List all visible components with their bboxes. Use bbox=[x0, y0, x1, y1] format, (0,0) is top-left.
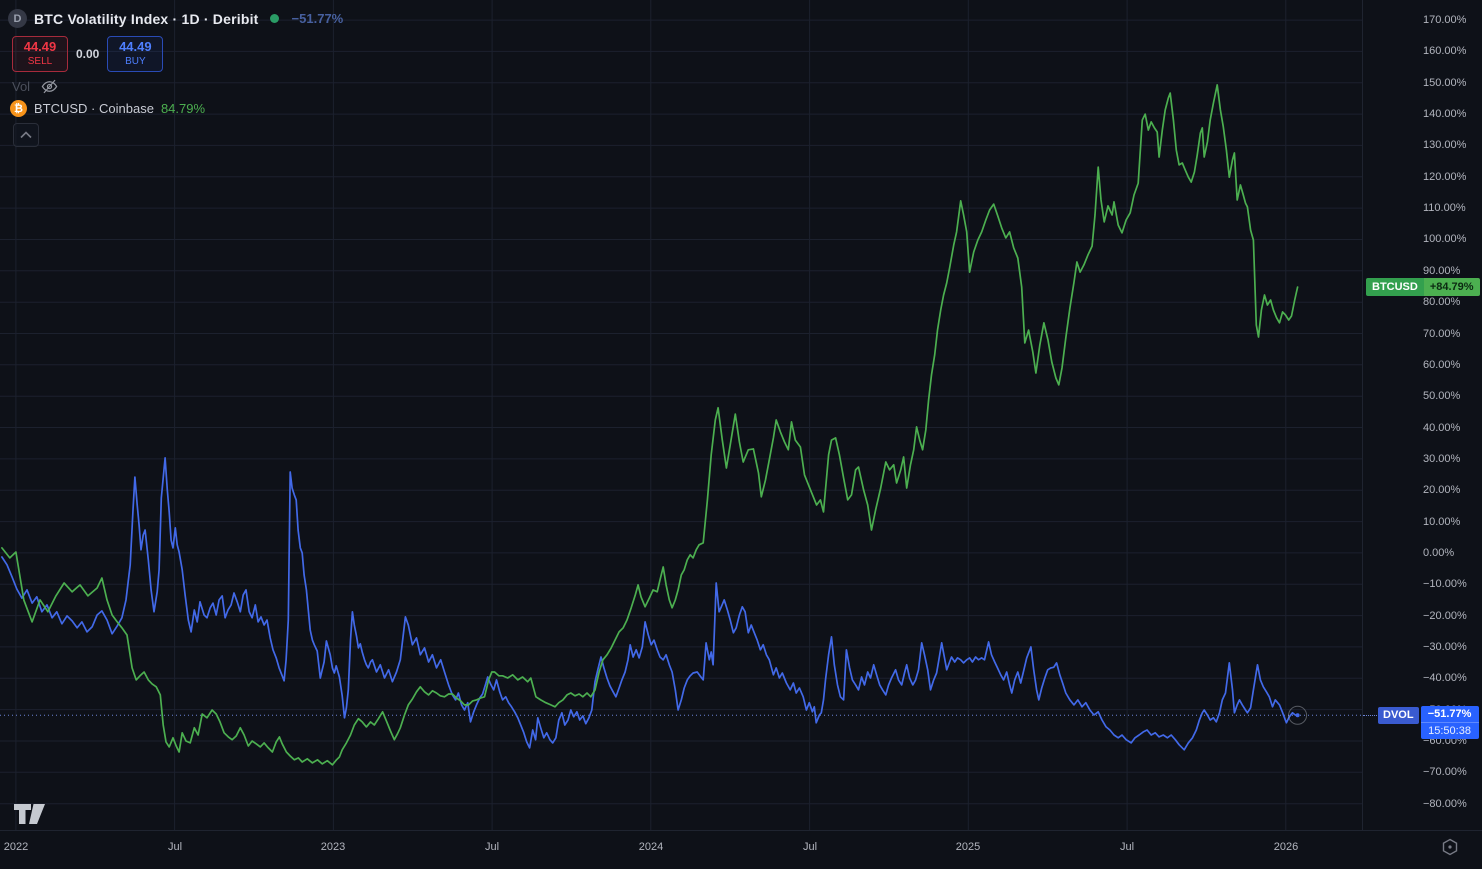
x-axis-label: Jul bbox=[484, 841, 500, 853]
x-axis-label: 2025 bbox=[955, 841, 981, 853]
y-axis-label: 100.00% bbox=[1423, 233, 1467, 246]
sell-price: 44.49 bbox=[23, 39, 57, 54]
sell-button[interactable]: 44.49 SELL bbox=[12, 36, 68, 72]
y-axis-label: −30.00% bbox=[1423, 640, 1467, 653]
y-axis-label: 30.00% bbox=[1423, 452, 1461, 465]
y-axis-label: 140.00% bbox=[1423, 108, 1467, 121]
y-axis-label: 50.00% bbox=[1423, 390, 1461, 403]
eye-hidden-icon[interactable] bbox=[40, 77, 59, 96]
price-chart[interactable] bbox=[0, 0, 1362, 830]
last-point-dot bbox=[1295, 713, 1300, 718]
buy-price: 44.49 bbox=[119, 39, 152, 54]
compare-symbol-name[interactable]: BTCUSD · Coinbase bbox=[34, 101, 154, 116]
last-point-marker bbox=[1288, 705, 1308, 725]
series-btcusd[interactable] bbox=[1, 84, 1299, 766]
y-axis-label: −20.00% bbox=[1423, 609, 1467, 622]
vol-label: Vol bbox=[12, 79, 31, 94]
y-axis-label: −70.00% bbox=[1423, 766, 1467, 779]
chart-pane[interactable]: D BTC Volatility Index · 1D · Deribit −5… bbox=[0, 0, 1362, 830]
dvol-tag-symbol: DVOL bbox=[1378, 706, 1419, 724]
compare-symbol-row[interactable]: ₿ BTCUSD · Coinbase 84.79% bbox=[10, 100, 205, 117]
symbol-title[interactable]: BTC Volatility Index · 1D · Deribit bbox=[34, 10, 259, 27]
y-axis-label: 90.00% bbox=[1423, 264, 1461, 277]
x-axis-label: 2026 bbox=[1273, 841, 1299, 853]
x-axis-label: 2024 bbox=[638, 841, 664, 853]
y-axis-label: −80.00% bbox=[1423, 797, 1467, 810]
y-axis-label: 0.00% bbox=[1423, 546, 1455, 559]
bitcoin-icon: ₿ bbox=[10, 100, 27, 117]
time-axis[interactable]: 2022 Jul 2023 Jul 2024 Jul 2025 Jul 2026 bbox=[0, 830, 1482, 869]
volume-indicator-row: Vol bbox=[12, 77, 59, 96]
settings-icon[interactable] bbox=[1440, 837, 1460, 857]
btcusd-tag-symbol: BTCUSD bbox=[1366, 278, 1424, 297]
buy-button[interactable]: 44.49 BUY bbox=[107, 36, 164, 72]
dvol-tag-countdown: 15:50:38 bbox=[1420, 721, 1479, 739]
x-axis-label: 2023 bbox=[320, 841, 346, 853]
deribit-logo-icon: D bbox=[8, 9, 27, 28]
symbol-header[interactable]: D BTC Volatility Index · 1D · Deribit −5… bbox=[8, 9, 343, 28]
series-dvol[interactable] bbox=[1, 457, 1299, 751]
y-axis-label: 110.00% bbox=[1423, 202, 1466, 215]
market-status-icon[interactable] bbox=[269, 14, 279, 23]
y-axis-label: −10.00% bbox=[1423, 578, 1467, 591]
y-axis-label: 160.00% bbox=[1423, 45, 1467, 58]
btcusd-price-tag: BTCUSD +84.79% bbox=[1366, 278, 1480, 297]
y-axis-label: 70.00% bbox=[1423, 327, 1461, 340]
dvol-price-tag: DVOL −51.77% 15:50:38 bbox=[1378, 705, 1479, 739]
x-axis-label: 2022 bbox=[3, 841, 29, 853]
y-axis-label: 60.00% bbox=[1423, 358, 1461, 371]
x-axis-label: Jul bbox=[1119, 841, 1135, 853]
buy-label: BUY bbox=[125, 56, 146, 67]
y-axis-label: 120.00% bbox=[1423, 170, 1467, 183]
spread-value: 0.00 bbox=[76, 47, 100, 61]
trade-buttons-row: 44.49 SELL 0.00 44.49 BUY bbox=[12, 36, 164, 72]
x-axis-label: Jul bbox=[802, 841, 818, 853]
x-axis-label: Jul bbox=[167, 841, 183, 853]
compare-symbol-change: 84.79% bbox=[160, 101, 206, 116]
y-axis-label: 170.00% bbox=[1423, 14, 1467, 27]
symbol-change-value: −51.77% bbox=[291, 11, 344, 26]
y-axis-label: 20.00% bbox=[1423, 484, 1461, 497]
dvol-tag-value: −51.77% bbox=[1420, 705, 1479, 722]
btcusd-tag-value: +84.79% bbox=[1423, 278, 1480, 297]
y-axis-label: −40.00% bbox=[1423, 672, 1467, 685]
y-axis-label: 40.00% bbox=[1423, 421, 1461, 434]
chevron-up-icon bbox=[20, 131, 32, 139]
y-axis-label: 130.00% bbox=[1423, 139, 1467, 152]
sell-label: SELL bbox=[27, 56, 53, 67]
y-axis-label: 80.00% bbox=[1423, 296, 1461, 309]
collapse-panel-button[interactable] bbox=[13, 123, 39, 147]
y-axis-label: 150.00% bbox=[1423, 76, 1467, 89]
y-axis-label: 10.00% bbox=[1423, 515, 1461, 528]
tradingview-logo-icon[interactable] bbox=[12, 798, 48, 828]
dvol-price-leader-line bbox=[1363, 715, 1377, 717]
